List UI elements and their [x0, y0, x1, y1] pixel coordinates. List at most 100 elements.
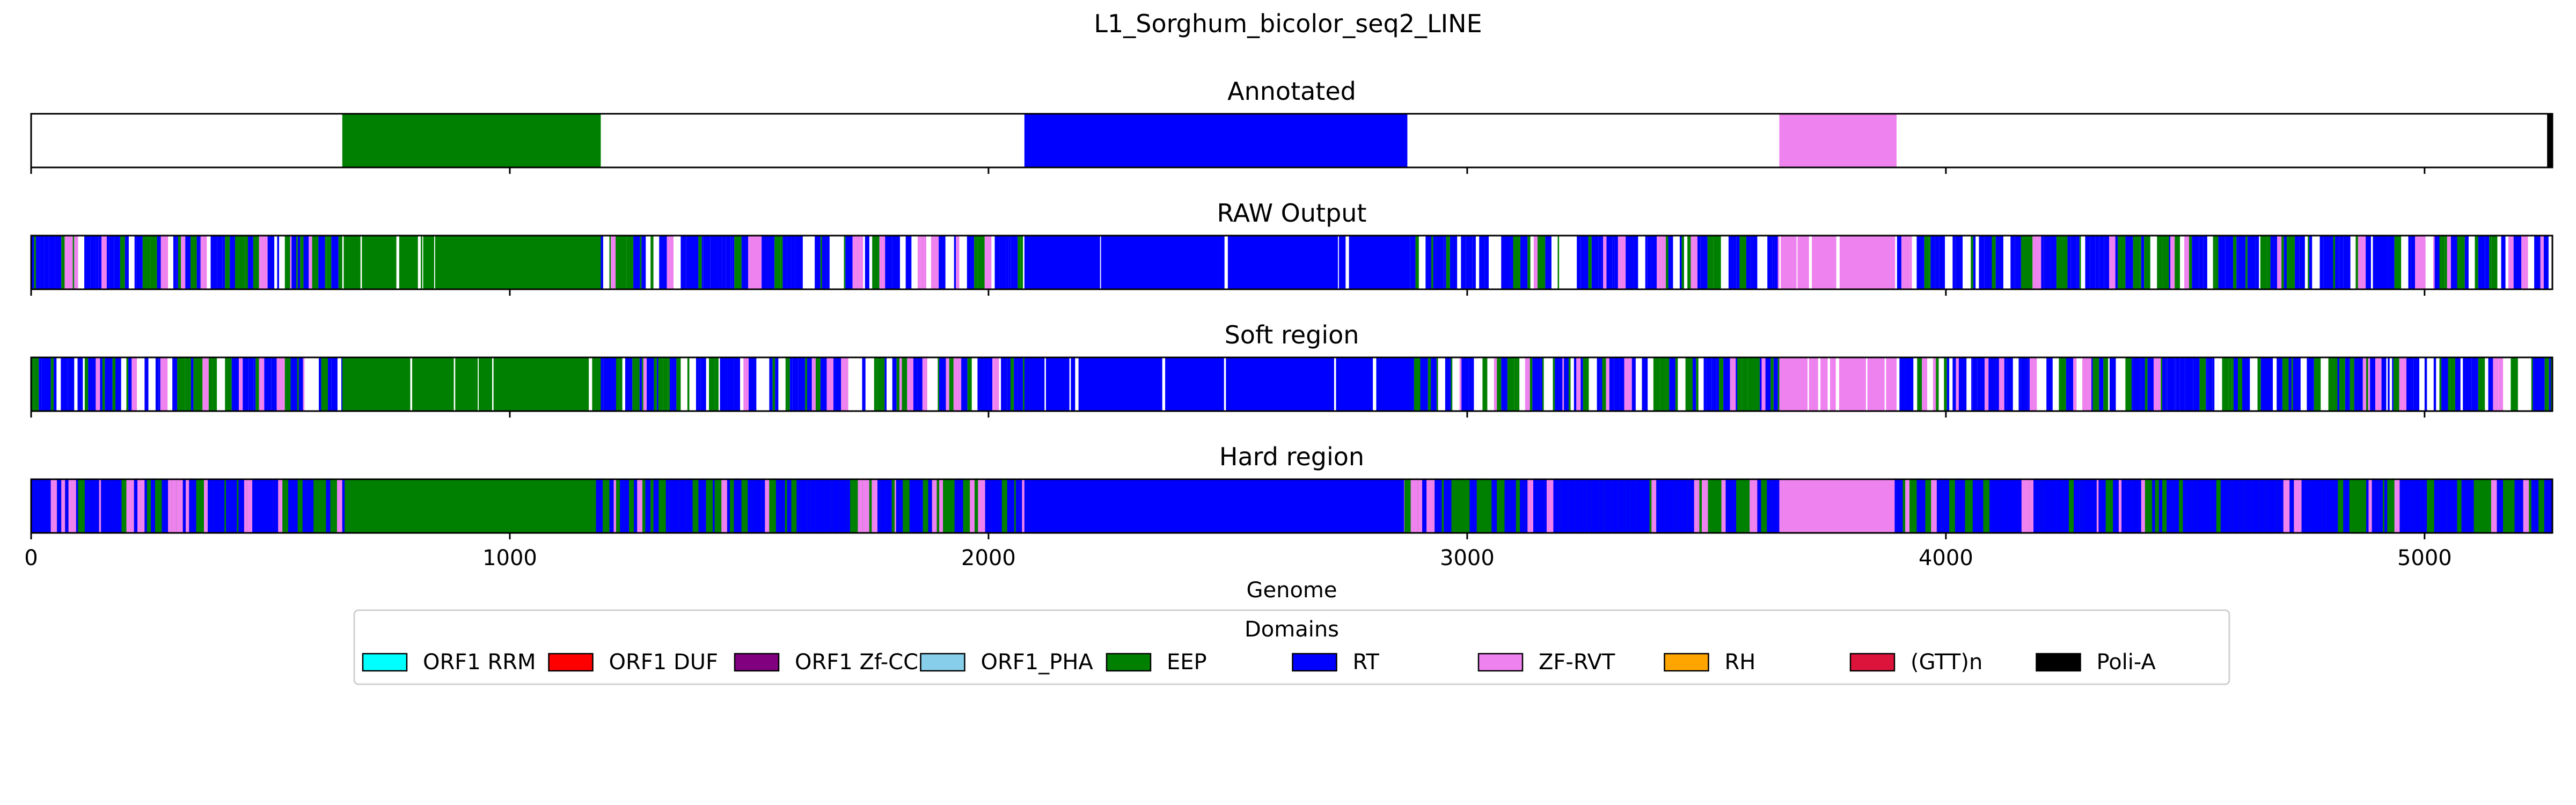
- segment-eep: [1588, 236, 1592, 289]
- segment-rt: [55, 236, 62, 289]
- segment-rt: [88, 479, 96, 533]
- segment-rt: [328, 357, 332, 411]
- segment-eep: [1699, 479, 1702, 533]
- segment-rt: [2270, 236, 2278, 289]
- segment-eep: [791, 479, 797, 533]
- segment-rt: [1567, 479, 1569, 533]
- segment-rt: [892, 236, 900, 289]
- segment-zf-rvt: [1694, 479, 1698, 533]
- segment-rt: [1897, 236, 1901, 289]
- segment-eep: [1708, 479, 1716, 533]
- segment-rt: [1435, 479, 1442, 533]
- segment-rt: [822, 236, 826, 289]
- segment-rt: [1736, 236, 1740, 289]
- segment-zf-rvt: [99, 479, 101, 533]
- segment-eep: [34, 236, 36, 289]
- segment-rt: [727, 479, 730, 533]
- segment-rt: [1501, 357, 1507, 411]
- segment-eep: [297, 357, 299, 411]
- segment-eep: [668, 357, 670, 411]
- segment-rt: [1905, 357, 1914, 411]
- segment-eep: [687, 357, 690, 411]
- segment-rt: [2326, 236, 2333, 289]
- segment-rt: [647, 357, 654, 411]
- segment-rt: [2007, 479, 2014, 533]
- segment-zf-rvt: [1546, 479, 1554, 533]
- segment-zf-rvt: [1661, 236, 1666, 289]
- segment-eep: [237, 479, 239, 533]
- segment-rt: [720, 357, 727, 411]
- segment-rt: [1540, 357, 1542, 411]
- segment-rt: [2366, 479, 2369, 533]
- segment-rt: [2211, 479, 2216, 533]
- segment-eep: [326, 236, 332, 289]
- segment-rt: [1524, 479, 1528, 533]
- segment-eep: [2062, 236, 2068, 289]
- segment-rt: [291, 236, 297, 289]
- segment-rt: [1472, 236, 1476, 289]
- segment-rt: [762, 236, 769, 289]
- segment-rt: [734, 357, 741, 411]
- segment-gap: [478, 357, 479, 411]
- segment-eep: [1569, 357, 1571, 411]
- segment-gap: [418, 236, 421, 289]
- segment-rt: [2090, 236, 2096, 289]
- segment-rt: [1011, 236, 1018, 289]
- segment-rt: [290, 357, 297, 411]
- segment-eep: [2155, 479, 2159, 533]
- segment-gap: [1224, 357, 1226, 411]
- segment-eep: [654, 357, 657, 411]
- segment-eep: [772, 357, 775, 411]
- segment-zf-rvt: [2399, 357, 2406, 411]
- segment-rt: [2238, 479, 2240, 533]
- segment-eep: [663, 357, 668, 411]
- segment-rt: [659, 236, 667, 289]
- segment-zf-rvt: [259, 236, 261, 289]
- segment-rt: [2531, 479, 2539, 533]
- segment-zf-rvt: [1410, 479, 1418, 533]
- segment-eep: [338, 236, 345, 289]
- segment-zf-rvt: [643, 357, 647, 411]
- segment-rt: [732, 236, 735, 289]
- segment-rt: [811, 479, 816, 533]
- segment-rt: [2197, 479, 2200, 533]
- segment-rt: [1024, 236, 1408, 289]
- segment-rt: [1558, 479, 1561, 533]
- segment-zf-rvt: [202, 357, 209, 411]
- segment-gap: [342, 236, 344, 289]
- segment-rt: [1406, 357, 1414, 411]
- segment-eep: [1513, 236, 1520, 289]
- segment-rt: [2310, 479, 2318, 533]
- segment-eep: [658, 357, 663, 411]
- segment-rt: [884, 357, 887, 411]
- segment-eep: [1482, 357, 1488, 411]
- segment-zf-rvt: [1459, 357, 1462, 411]
- segment-rt: [232, 479, 237, 533]
- segment-rt: [2212, 357, 2215, 411]
- segment-eep: [208, 357, 213, 411]
- segment-eep: [2162, 236, 2169, 289]
- segment-zf-rvt: [247, 479, 253, 533]
- segment-eep: [50, 357, 54, 411]
- segment-eep: [2508, 479, 2515, 533]
- segment-eep: [2282, 357, 2289, 411]
- segment-rt: [2046, 357, 2053, 411]
- segment-rt: [669, 357, 672, 411]
- segment-rt: [641, 236, 646, 289]
- segment-rt: [115, 479, 120, 533]
- segment-rt: [2028, 357, 2030, 411]
- track-soft-region: Soft region: [30, 320, 2553, 418]
- segment-rt: [2085, 479, 2092, 533]
- segment-gap: [422, 236, 423, 289]
- segment-rt: [294, 479, 298, 533]
- segment-rt: [2414, 479, 2420, 533]
- segment-rt: [1635, 479, 1642, 533]
- segment-eep: [193, 357, 195, 411]
- segment-eep: [2161, 357, 2163, 411]
- segment-eep: [112, 357, 115, 411]
- segment-rt: [1972, 479, 1979, 533]
- segment-eep: [1936, 357, 1937, 411]
- segment-rt: [2433, 357, 2436, 411]
- segment-eep: [877, 357, 885, 411]
- segment-eep: [317, 479, 324, 533]
